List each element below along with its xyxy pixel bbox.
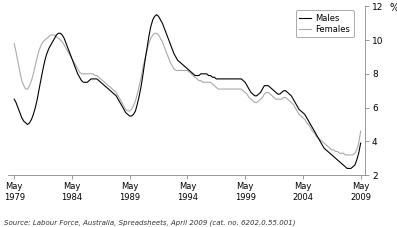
Text: Source: Labour Force, Australia, Spreadsheets, April 2009 (cat. no. 6202.0.55.00: Source: Labour Force, Australia, Spreads…	[4, 219, 295, 226]
Legend: Males, Females: Males, Females	[295, 10, 354, 37]
Y-axis label: %: %	[389, 3, 397, 13]
